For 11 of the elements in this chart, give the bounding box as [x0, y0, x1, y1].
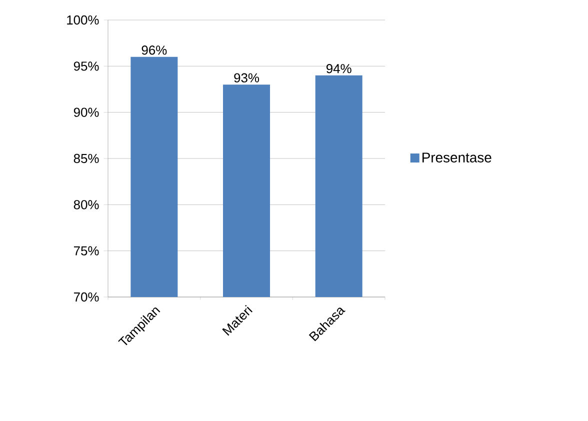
text: 93% [234, 73, 260, 82]
y-tick-label: 80% [74, 200, 99, 210]
text: 94% [326, 64, 352, 74]
y-tick-label: 75% [74, 246, 99, 256]
y-tick-label: 85% [74, 154, 99, 164]
legend-label: Presentase [422, 152, 492, 162]
y-tick-label: 90% [74, 108, 99, 117]
y-tick-label: 70% [74, 292, 99, 302]
y-tick-label: 100% [67, 15, 99, 25]
y-tick-label: 95% [74, 62, 99, 71]
text: 96% [142, 46, 167, 55]
